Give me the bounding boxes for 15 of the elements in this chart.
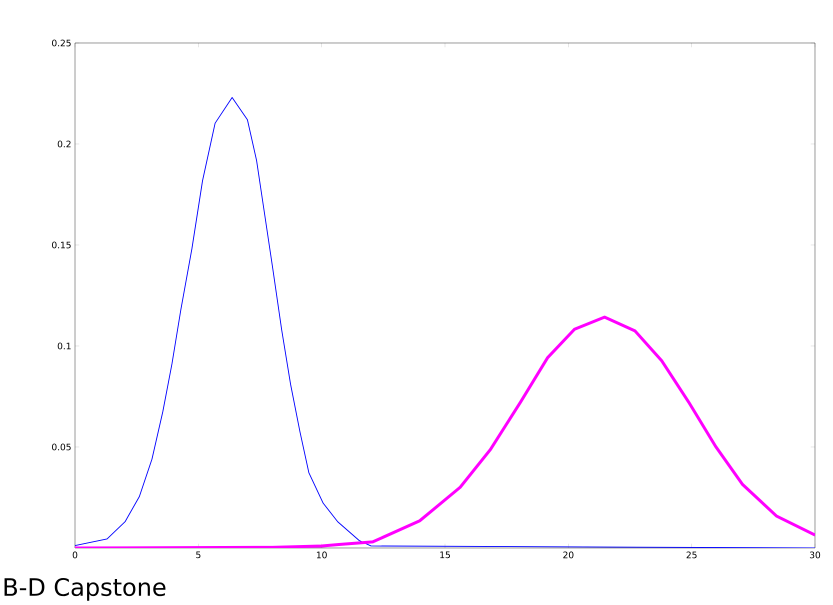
x-tick-label: 10: [316, 552, 327, 558]
y-tick-label: 0.15: [52, 242, 71, 248]
x-tick-label: 20: [563, 552, 574, 558]
y-tick-label: 0.25: [52, 40, 71, 46]
x-tick-label: 0: [72, 552, 78, 558]
y-tick-label: 0.2: [58, 140, 71, 148]
line-series: [75, 316, 815, 548]
y-tick-label: 0.1: [58, 342, 71, 350]
x-tick-label: 25: [686, 552, 697, 558]
text: B-D Capstone: [4, 578, 166, 601]
line-series: [75, 97, 815, 548]
x-tick-label: 30: [810, 552, 820, 558]
x-tick-label: 5: [196, 552, 200, 558]
x-tick-label: 15: [440, 552, 450, 558]
y-tick-label: 0.05: [52, 444, 71, 450]
